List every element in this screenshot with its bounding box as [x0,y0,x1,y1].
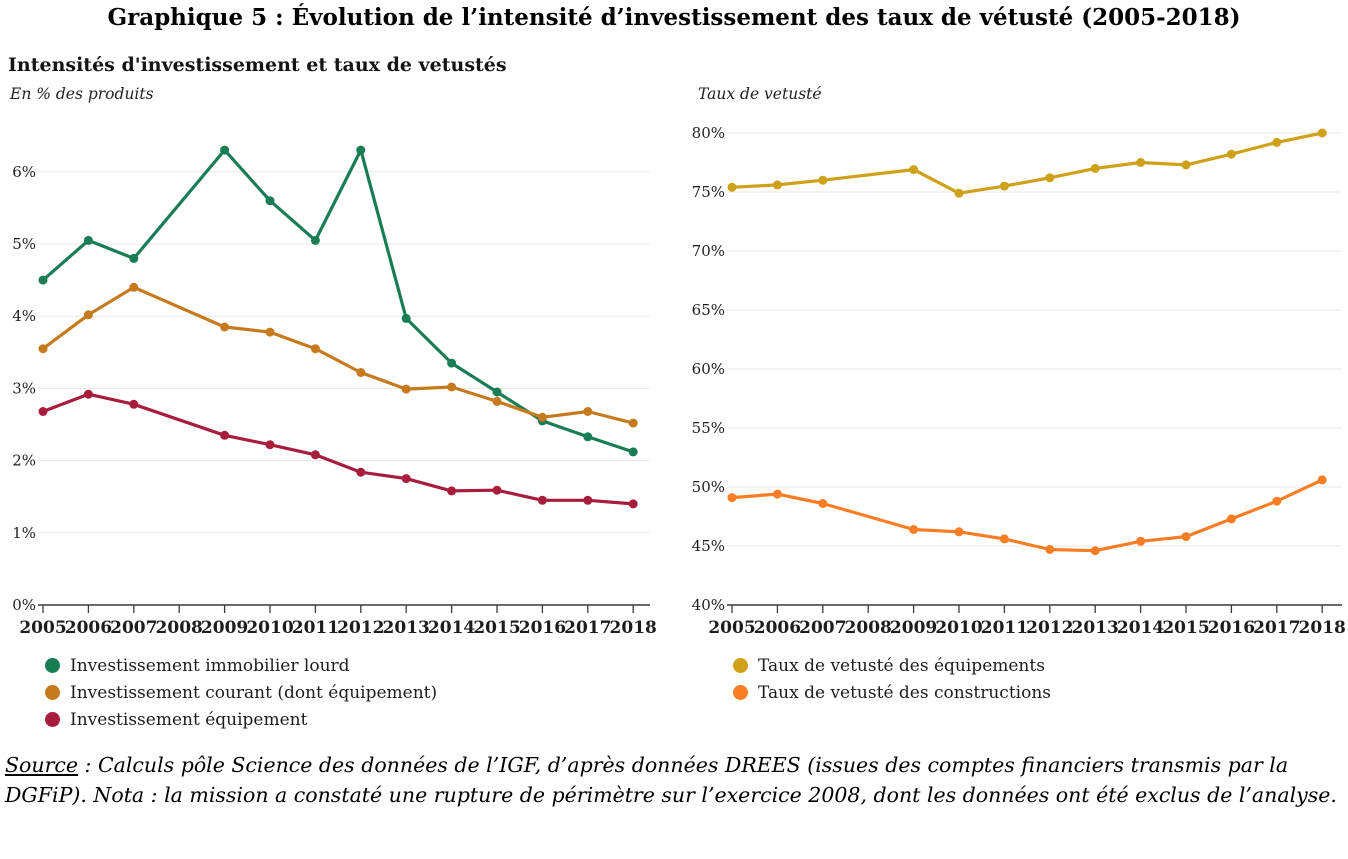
legend-item: Taux de vetusté des constructions [733,679,1051,706]
legend-item: Investissement courant (dont équipement) [45,679,437,706]
line-series [727,128,1327,198]
right-chart-subtitle: Taux de vetusté [698,85,822,103]
x-tick-label: 2007 [110,618,157,638]
y-tick-label: 4% [12,307,36,325]
x-tick-label: 2016 [519,618,566,638]
y-tick-label: 3% [12,379,36,397]
x-tick-label: 2013 [383,618,430,638]
investment-intensity-chart: 0%1%2%3%4%5%6%20052006200720082009201020… [12,145,657,638]
line-series [38,282,638,428]
y-tick-label: 55% [692,419,725,437]
x-tick-label: 2016 [1208,618,1255,638]
x-tick-label: 2005 [19,618,66,638]
legend-label: Taux de vetusté des équipements [758,655,1045,676]
line-series [38,389,638,509]
source-label: Source [5,753,79,777]
left-legend: Investissement immobilier lourd Investis… [45,652,437,733]
x-tick-label: 2018 [1299,618,1346,638]
page-title: Graphique 5 : Évolution de l’intensité d… [107,4,1241,31]
y-tick-label: 6% [12,163,36,181]
x-tick-label: 2008 [845,618,892,638]
x-tick-label: 2012 [1026,618,1073,638]
x-tick-label: 2010 [246,618,293,638]
x-tick-label: 2018 [610,618,657,638]
x-tick-label: 2013 [1072,618,1119,638]
y-tick-label: 1% [12,524,36,542]
x-tick-label: 2012 [337,618,384,638]
x-tick-label: 2006 [65,618,112,638]
legend-label: Investissement équipement [70,709,308,730]
y-tick-label: 70% [692,242,725,260]
right-legend: Taux de vetusté des équipements Taux de … [733,652,1051,706]
legend-label: Investissement courant (dont équipement) [70,682,438,703]
x-tick-label: 2010 [935,618,982,638]
x-tick-label: 2015 [473,618,520,638]
x-tick-label: 2015 [1162,618,1209,638]
x-tick-label: 2008 [156,618,203,638]
x-tick-label: 2009 [201,618,248,638]
y-tick-label: 50% [692,478,725,496]
x-tick-label: 2009 [890,618,937,638]
left-chart-subtitle: En % des produits [10,85,154,103]
source-note: Source : Calculs pôle Science des donnée… [5,750,1341,810]
legend-dot-icon [45,685,60,700]
x-tick-label: 2005 [708,618,755,638]
y-tick-label: 65% [692,301,725,319]
x-tick-label: 2011 [981,618,1028,638]
x-tick-label: 2017 [1253,618,1300,638]
line-series [727,475,1327,556]
legend-dot-icon [45,712,60,727]
y-tick-label: 80% [692,124,725,142]
y-tick-label: 45% [692,537,725,555]
legend-dot-icon [733,658,748,673]
left-chart-title: Intensités d'investissement et taux de v… [8,54,507,76]
y-tick-label: 60% [692,360,725,378]
x-tick-label: 2014 [428,618,475,638]
source-text: : Calculs pôle Science des données de l’… [5,753,1337,808]
x-tick-label: 2006 [754,618,801,638]
x-tick-label: 2007 [799,618,846,638]
y-tick-label: 0% [12,596,36,614]
legend-item: Investissement équipement [45,706,437,733]
x-tick-label: 2017 [564,618,611,638]
line-series [38,145,638,457]
legend-item: Taux de vetusté des équipements [733,652,1051,679]
y-tick-label: 40% [692,596,725,614]
legend-label: Taux de vetusté des constructions [758,682,1052,703]
legend-dot-icon [733,685,748,700]
y-tick-label: 2% [12,452,36,470]
y-tick-label: 75% [692,183,725,201]
legend-item: Investissement immobilier lourd [45,652,437,679]
vetuste-rate-chart: 40%45%50%55%60%65%70%75%80%2005200620072… [692,124,1346,638]
x-tick-label: 2014 [1117,618,1164,638]
legend-label: Investissement immobilier lourd [70,655,350,676]
legend-dot-icon [45,658,60,673]
x-tick-label: 2011 [292,618,339,638]
y-tick-label: 5% [12,235,36,253]
